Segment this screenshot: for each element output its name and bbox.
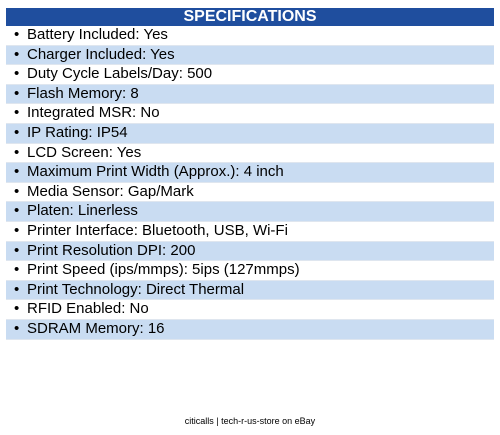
footer: citicalls | tech-r-us-store on eBay xyxy=(184,416,316,426)
spec-item: Battery Included: Yes xyxy=(6,26,494,46)
spec-item: LCD Screen: Yes xyxy=(6,144,494,164)
spec-item: Integrated MSR: No xyxy=(6,104,494,124)
spec-item: RFID Enabled: No xyxy=(6,300,494,320)
spec-item: Duty Cycle Labels/Day: 500 xyxy=(6,65,494,85)
spec-item: Print Resolution DPI: 200 xyxy=(6,241,494,262)
spec-item: Print Technology: Direct Thermal xyxy=(6,280,494,301)
spec-item: Flash Memory: 8 xyxy=(6,84,494,105)
spec-item: Printer Interface: Bluetooth, USB, Wi-Fi xyxy=(6,222,494,242)
spec-table: SPECIFICATIONS Battery Included: YesChar… xyxy=(6,8,494,340)
spec-item: Media Sensor: Gap/Mark xyxy=(6,183,494,203)
spec-item: IP Rating: IP54 xyxy=(6,123,494,144)
spec-rows: Battery Included: YesCharger Included: Y… xyxy=(6,26,494,340)
spec-item: Charger Included: Yes xyxy=(6,45,494,66)
spec-item: Maximum Print Width (Approx.): 4 inch xyxy=(6,163,494,183)
spec-item: SDRAM Memory: 16 xyxy=(6,319,494,340)
table-header: SPECIFICATIONS xyxy=(6,8,494,26)
spec-item: Platen: Linerless xyxy=(6,202,494,222)
spec-item: Print Speed (ips/mmps): 5ips (127mmps) xyxy=(6,261,494,281)
